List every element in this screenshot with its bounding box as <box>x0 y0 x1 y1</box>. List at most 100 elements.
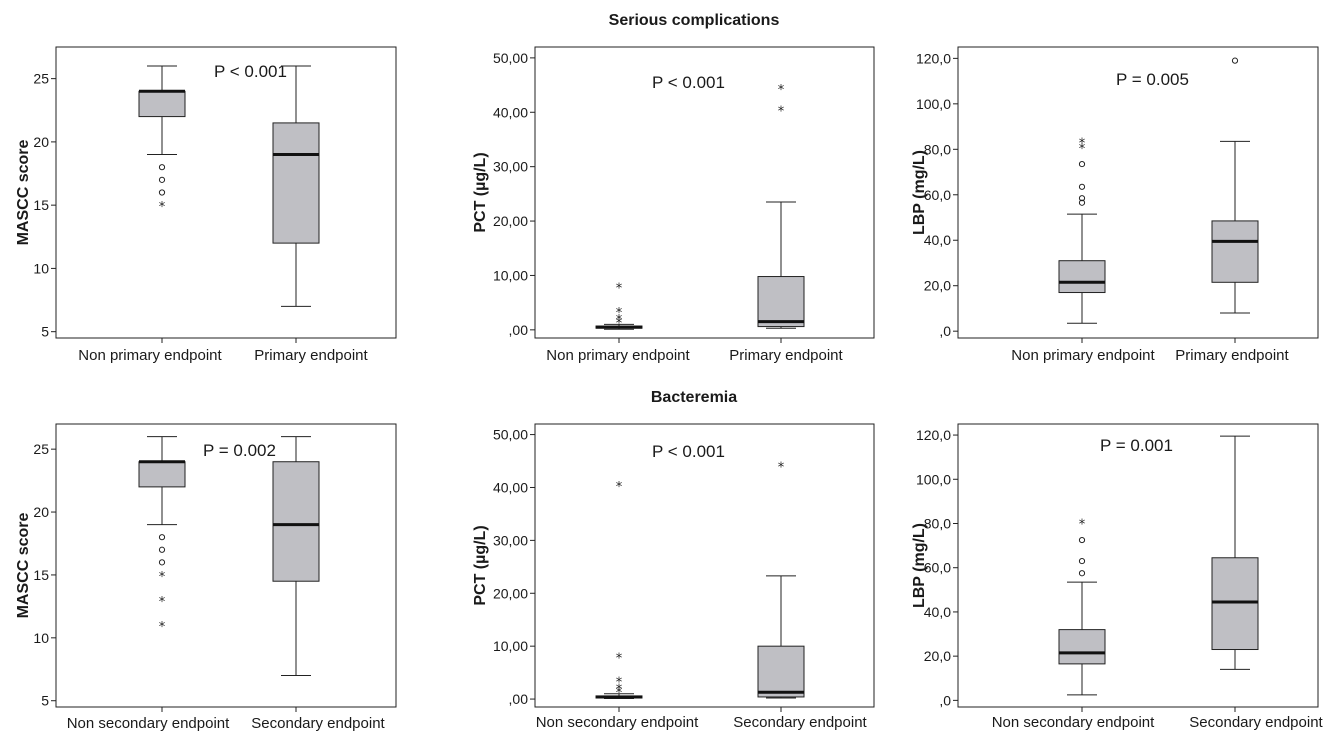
x-category-label: Non secondary endpoint <box>536 714 699 731</box>
plot-frame <box>957 423 1319 708</box>
x-category-label: Non primary endpoint <box>546 347 690 364</box>
section-title-serious-complications: Serious complications <box>608 12 780 29</box>
box-2 <box>1211 57 1259 314</box>
y-tick-label: ,0 <box>939 692 951 708</box>
y-tick-label: 10,00 <box>493 267 528 283</box>
plot-frame <box>534 423 875 708</box>
y-tick-label: 20,0 <box>924 648 951 664</box>
x-category-label: Primary endpoint <box>1175 347 1289 364</box>
y-tick-label: 30,00 <box>493 159 528 175</box>
box-2 <box>272 436 320 677</box>
p-value-label: P = 0.005 <box>1116 70 1189 89</box>
outlier-circle <box>158 189 166 196</box>
box-1: **** <box>595 281 643 332</box>
iqr-box <box>1211 220 1259 283</box>
outlier-star: * <box>1079 142 1086 157</box>
y-axis-title: LBP (mg/L) <box>911 150 928 235</box>
boxplot-panel-4: 5 10 15 20 25 MASCC score P = 0.002 Non seconda… <box>15 423 397 732</box>
outlier-circle <box>1078 199 1086 206</box>
iqr-box <box>272 461 320 582</box>
boxplot-panel-6: ,0 20,0 40,0 60,0 80,0 100,0 120,0 LBP (mg/L) P … <box>911 423 1324 731</box>
y-tick-label: 40,00 <box>493 479 528 495</box>
y-tick-label: 80,0 <box>924 515 951 531</box>
outlier-star: * <box>159 620 166 635</box>
box-2 <box>1211 435 1259 670</box>
outlier-star: * <box>616 652 623 667</box>
y-tick-label: ,00 <box>509 691 529 707</box>
y-tick-label: 15 <box>33 197 49 213</box>
y-axis-title: PCT (µg/L) <box>472 525 489 605</box>
y-tick-label: 5 <box>41 693 49 709</box>
outlier-star: * <box>1079 136 1086 151</box>
x-category-label: Non secondary endpoint <box>67 715 230 732</box>
outlier-circle <box>158 534 166 541</box>
iqr-box <box>757 276 805 328</box>
outlier-circle <box>1078 195 1086 202</box>
y-axis-title: PCT (µg/L) <box>472 152 489 232</box>
outlier-star: * <box>616 281 623 296</box>
outlier-circle <box>1078 536 1086 544</box>
outlier-circle <box>1078 557 1086 565</box>
box-2: ** <box>757 83 805 329</box>
y-axis-title: MASCC score <box>15 513 32 619</box>
outlier-star: * <box>159 595 166 610</box>
y-tick-label: 10 <box>33 630 49 646</box>
y-tick-label: 10 <box>33 260 49 276</box>
y-tick-label: 20,0 <box>924 278 951 294</box>
iqr-box <box>138 90 186 118</box>
x-category-label: Non primary endpoint <box>78 347 222 364</box>
plot-frame <box>55 423 397 708</box>
iqr-box <box>272 122 320 244</box>
y-tick-label: 50,00 <box>493 50 528 66</box>
outlier-star: * <box>778 83 785 98</box>
y-tick-label: 120,0 <box>916 50 951 66</box>
y-tick-label: 40,00 <box>493 104 528 120</box>
y-tick-label: ,00 <box>509 322 529 338</box>
outlier-star: * <box>778 105 785 120</box>
x-category-label: Secondary endpoint <box>251 715 385 732</box>
box-1: * <box>1058 517 1106 696</box>
y-tick-label: 25 <box>33 441 49 457</box>
y-tick-label: 120,0 <box>916 427 951 443</box>
x-category-label: Primary endpoint <box>729 347 843 364</box>
y-tick-label: 60,0 <box>924 187 951 203</box>
outlier-circle <box>158 176 166 183</box>
y-axis-title: LBP (mg/L) <box>911 523 928 608</box>
p-value-label: P < 0.001 <box>214 62 287 81</box>
p-value-label: P = 0.001 <box>1100 436 1173 455</box>
y-tick-label: 20 <box>33 134 49 150</box>
box-1: * * * <box>138 436 186 635</box>
y-tick-label: 5 <box>41 324 49 340</box>
outlier-star: * <box>616 682 623 697</box>
y-tick-label: 30,00 <box>493 532 528 548</box>
box-1: ***** <box>595 480 643 701</box>
y-tick-label: 60,0 <box>924 560 951 576</box>
iqr-box <box>1211 557 1259 651</box>
box-1: * <box>138 65 186 215</box>
y-tick-label: ,0 <box>939 323 951 339</box>
y-tick-label: 100,0 <box>916 471 951 487</box>
outlier-star: * <box>1079 517 1086 532</box>
outlier-star: * <box>616 306 623 321</box>
outlier-circle <box>158 164 166 171</box>
y-tick-label: 20,00 <box>493 585 528 601</box>
outlier-circle <box>158 559 166 566</box>
outlier-star: * <box>616 676 623 691</box>
outlier-star: * <box>616 313 623 328</box>
outlier-circle <box>1231 57 1239 64</box>
section-title-bacteremia: Bacteremia <box>650 389 738 406</box>
outlier-circle <box>158 546 166 553</box>
boxplot-panel-2: ,00 10,00 20,00 30,00 40,00 50,00 PCT (µg/L) P … <box>472 46 875 364</box>
y-tick-label: 10,00 <box>493 638 528 654</box>
outlier-star: * <box>616 317 623 332</box>
y-tick-label: 40,0 <box>924 604 951 620</box>
y-tick-label: 80,0 <box>924 141 951 157</box>
x-category-label: Non primary endpoint <box>1011 347 1155 364</box>
x-category-label: Non secondary endpoint <box>992 714 1155 731</box>
box-1: ** <box>1058 136 1106 324</box>
box-2: * <box>757 460 805 699</box>
x-category-label: Secondary endpoint <box>1189 714 1323 731</box>
outlier-circle <box>1078 570 1086 577</box>
box-2 <box>272 65 320 307</box>
